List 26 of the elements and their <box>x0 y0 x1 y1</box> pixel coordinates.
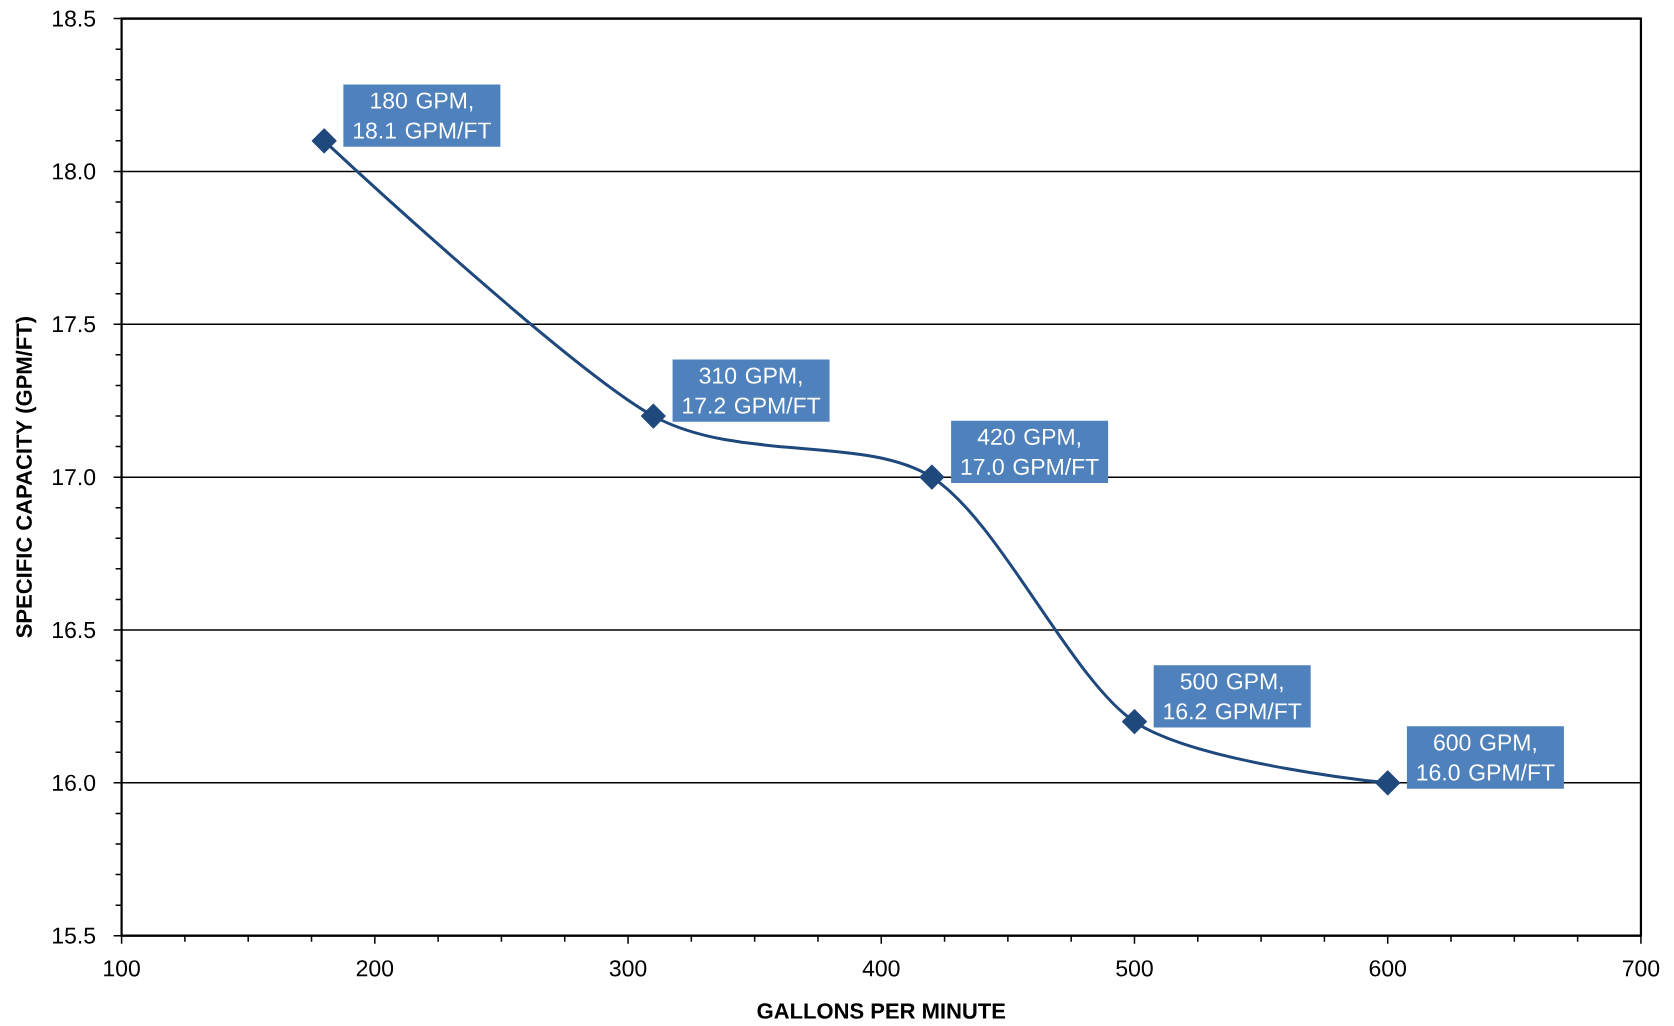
point <box>640 403 666 429</box>
x-tick-label: 100 <box>104 960 140 977</box>
y-tick-label: 18.5 <box>53 10 96 27</box>
x-tick-label: 700 <box>1622 960 1660 977</box>
y-tick-label: 17.5 <box>53 316 96 333</box>
y-axis-title: SPECIFIC CAPACITY (GPM/FT) <box>15 317 37 638</box>
data-label: 180 GPM, 18.1 GPM/FT <box>353 92 491 139</box>
x-tick-label: 500 <box>1116 960 1153 977</box>
y-tick-label: 15.5 <box>53 927 96 944</box>
data-label: 500 GPM, 16.2 GPM/FT <box>1164 673 1302 720</box>
point <box>1121 709 1148 735</box>
data-label: 600 GPM, 16.0 GPM/FT <box>1417 734 1555 781</box>
x-tick-label: 600 <box>1369 960 1406 977</box>
x-tick-label: 400 <box>862 960 900 977</box>
x-tick-label: 200 <box>356 960 394 977</box>
y-tick-label: 18.0 <box>53 163 96 180</box>
data-label: 310 GPM, 17.2 GPM/FT <box>683 367 821 414</box>
x-tick-label: 300 <box>609 960 647 977</box>
data-label: 420 GPM, 17.0 GPM/FT <box>961 428 1099 475</box>
point <box>919 464 945 490</box>
y-tick-label: 17.0 <box>53 469 96 486</box>
y-tick-label: 16.0 <box>53 774 96 791</box>
y-tick-label: 16.5 <box>53 621 96 639</box>
x-axis-title: GALLONS PER MINUTE <box>757 1003 1006 1019</box>
point <box>1375 770 1401 796</box>
point <box>311 128 337 154</box>
